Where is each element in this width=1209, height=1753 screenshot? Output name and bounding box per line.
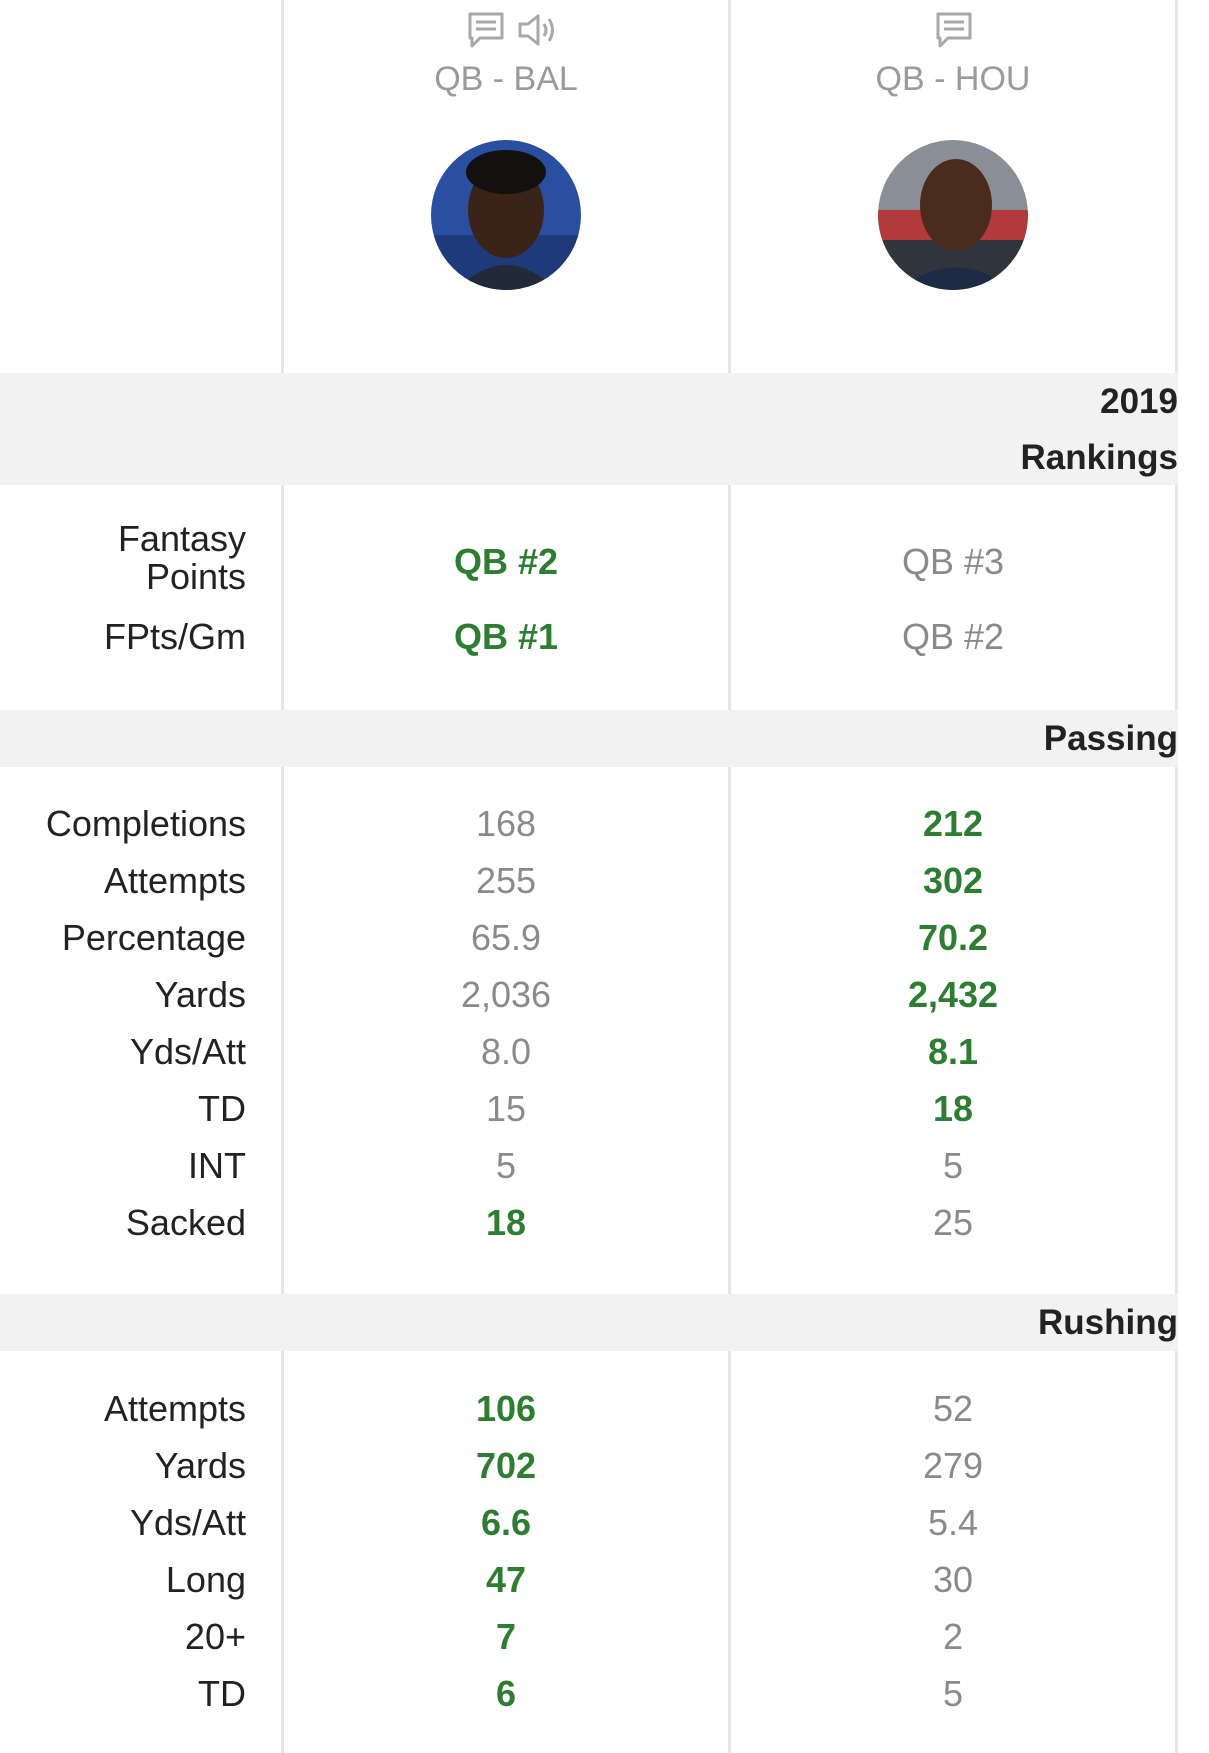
player-2-value: QB #2: [901, 616, 1005, 657]
notes-icon[interactable]: [464, 8, 508, 52]
player-1-value: 6: [495, 1673, 517, 1714]
row-label: Yards: [154, 974, 246, 1015]
player-2-value: 30: [932, 1559, 974, 1600]
row-label: Yds/Att: [129, 1502, 246, 1543]
player-1-value: 168: [475, 803, 537, 844]
player-2-team-label: QB - HOU: [875, 60, 1031, 98]
section-header-passing: Passing: [0, 710, 1178, 767]
player-1-value: 5: [495, 1145, 517, 1186]
player-2-value: 8.1: [927, 1031, 979, 1072]
section-title: Rushing: [1038, 1303, 1178, 1342]
column-divider-middle: [728, 0, 731, 1753]
column-divider-right: [1175, 0, 1178, 1753]
player-2-value: 5.4: [927, 1502, 979, 1543]
player-1-value: QB #1: [453, 616, 559, 657]
label-line2: Points: [145, 556, 246, 597]
row-label: Sacked: [125, 1202, 246, 1243]
section-header-rankings: 2019 Rankings: [0, 373, 1178, 485]
player-1-value: 18: [485, 1202, 527, 1243]
row-label: TD: [198, 1673, 246, 1714]
row-label: TD: [198, 1088, 246, 1129]
player-1-team-label: QB - BAL: [434, 60, 578, 98]
notes-icon[interactable]: [932, 8, 976, 52]
player-1-value: 255: [475, 860, 537, 901]
player-2-value: 52: [932, 1388, 974, 1429]
row-label: Completions: [45, 803, 246, 844]
row-label: Yds/Att: [129, 1031, 246, 1072]
column-divider-left: [281, 0, 284, 1753]
player-1-value: 106: [475, 1388, 537, 1429]
player-1-value: QB #2: [453, 541, 559, 582]
player-2-value: 2,432: [907, 974, 999, 1015]
row-label: 20+: [184, 1616, 246, 1657]
player-2-value: QB #3: [901, 541, 1005, 582]
row-label: Long: [165, 1559, 246, 1600]
player-2-value: 5: [942, 1673, 964, 1714]
row-label-fpts-gm: FPts/Gm: [104, 616, 246, 657]
audio-icon[interactable]: [514, 8, 560, 52]
section-header-rushing: Rushing: [0, 1294, 1178, 1351]
player-1-value: 8.0: [480, 1031, 532, 1072]
player-2-value: 25: [932, 1202, 974, 1243]
player-1-avatar[interactable]: [431, 140, 581, 290]
section-title: Passing: [1043, 719, 1178, 758]
player-1-value: 7: [495, 1616, 517, 1657]
row-label: Percentage: [61, 917, 246, 958]
player-2-value: 212: [922, 803, 984, 844]
label-line1: Fantasy: [117, 518, 246, 559]
player-1-value: 6.6: [480, 1502, 532, 1543]
player-2-value: 2: [942, 1616, 964, 1657]
row-label-fantasy-points: Fantasy Points: [0, 520, 246, 596]
player-1-value: 702: [475, 1445, 537, 1486]
row-label: Attempts: [103, 1388, 246, 1429]
row-label: Yards: [154, 1445, 246, 1486]
player-1-value: 2,036: [460, 974, 552, 1015]
row-label: Attempts: [103, 860, 246, 901]
section-title-line1: 2019: [1100, 382, 1178, 421]
player-2-value: 279: [922, 1445, 984, 1486]
section-title-line2: Rankings: [1020, 438, 1178, 477]
row-label: INT: [188, 1145, 246, 1186]
player-2-avatar[interactable]: [878, 140, 1028, 290]
player-1-value: 15: [485, 1088, 527, 1129]
player-1-value: 65.9: [470, 917, 542, 958]
player-2-value: 302: [922, 860, 984, 901]
player-1-value: 47: [485, 1559, 527, 1600]
player-2-value: 5: [942, 1145, 964, 1186]
player-2-value: 70.2: [917, 917, 989, 958]
player-2-value: 18: [932, 1088, 974, 1129]
